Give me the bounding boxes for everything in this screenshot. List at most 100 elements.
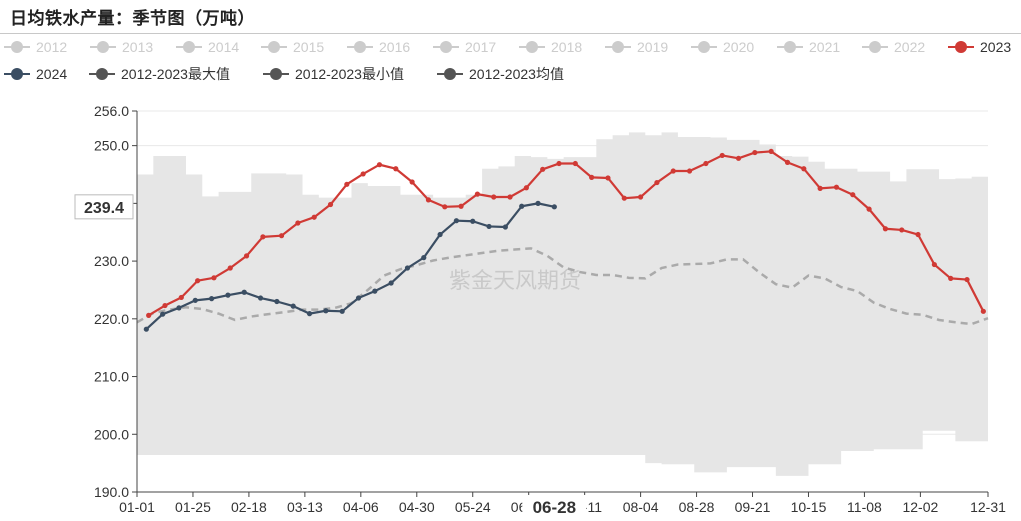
circle-line-icon [948, 40, 974, 54]
data-point [257, 295, 264, 301]
data-point [143, 326, 149, 332]
legend-label: 2024 [36, 66, 68, 82]
legend-label: 2023 [980, 39, 1012, 55]
series-line-2023 [148, 150, 985, 317]
data-point [176, 305, 182, 311]
legend-item-2014[interactable]: 2014 [176, 37, 239, 57]
legend-item-2016[interactable]: 2016 [347, 37, 410, 57]
data-point [882, 226, 889, 232]
data-point [621, 195, 627, 201]
legend-item-2022[interactable]: 2022 [862, 37, 925, 57]
data-point [260, 234, 266, 240]
legend-label: 2015 [293, 39, 325, 55]
data-point [556, 160, 562, 167]
x-tick-label: 08-04 [623, 499, 659, 515]
data-point [404, 265, 411, 271]
data-point [551, 204, 557, 210]
y-tick-label: 190.0 [94, 484, 129, 500]
data-point [160, 311, 166, 317]
data-point [801, 166, 807, 172]
circle-line-icon [862, 40, 888, 54]
data-point [458, 203, 464, 209]
circle-line-icon [437, 67, 463, 81]
data-point [243, 253, 250, 259]
data-point [523, 185, 529, 191]
data-point [178, 294, 184, 301]
data-point [948, 275, 954, 282]
data-point [376, 162, 383, 168]
data-point [225, 292, 231, 298]
data-point [278, 233, 285, 239]
x-tick-label: 08-28 [679, 499, 715, 515]
x-tick-label: 03-13 [287, 499, 323, 515]
circle-line-icon [4, 67, 30, 81]
legend-item-2012[interactable]: 2012 [4, 37, 67, 57]
data-point [388, 280, 394, 286]
data-point [421, 255, 427, 261]
legend-item-2021[interactable]: 2021 [777, 37, 840, 57]
x-tick-label: 05-24 [455, 499, 491, 515]
circle-line-icon [176, 40, 202, 54]
data-point [146, 312, 152, 318]
data-point [227, 265, 233, 271]
data-point [915, 231, 921, 238]
data-point [306, 311, 313, 317]
x-tick-label: 04-06 [343, 499, 379, 515]
legend-item-2018[interactable]: 2018 [519, 37, 582, 57]
legend-label: 2012-2023均值 [469, 66, 564, 82]
data-point [409, 179, 415, 185]
x-tick-label: 01-01 [119, 499, 155, 515]
data-point [486, 223, 492, 230]
data-point [703, 160, 709, 167]
legend-item-2012-2023[interactable]: 2012-2023最大值 [89, 64, 230, 84]
series-points-2023 [146, 148, 986, 318]
y-tick-label: 250.0 [94, 138, 129, 154]
legend-item-2020[interactable]: 2020 [691, 37, 754, 57]
data-point [162, 302, 168, 309]
y-tick-label: 210.0 [94, 369, 129, 385]
data-point [654, 179, 660, 186]
circle-line-icon [691, 40, 717, 54]
title-divider [0, 33, 1021, 34]
legend-item-2023[interactable]: 2023 [948, 37, 1011, 57]
legend-label: 2022 [894, 39, 926, 55]
crosshair-x-label-box [522, 495, 587, 517]
chart-plot[interactable]: 紫金天风期货190.0200.0210.0220.0230.0240.0250.… [0, 96, 1021, 521]
legend-item-2019[interactable]: 2019 [605, 37, 668, 57]
circle-line-icon [263, 67, 289, 81]
data-point [980, 308, 986, 314]
data-point [605, 175, 611, 181]
x-tick-label: 11-08 [847, 499, 882, 515]
data-point [327, 201, 334, 208]
data-point [507, 194, 513, 200]
data-point [638, 194, 644, 200]
data-point [735, 155, 742, 161]
legend-item-2017[interactable]: 2017 [433, 37, 496, 57]
legend-item-2013[interactable]: 2013 [90, 37, 153, 57]
data-point [211, 275, 217, 281]
data-point [686, 168, 693, 174]
legend-label: 2014 [208, 39, 240, 55]
legend-item-2015[interactable]: 2015 [261, 37, 324, 57]
data-point [290, 303, 296, 309]
legend-label: 2016 [379, 39, 411, 55]
y-tick-label: 220.0 [94, 311, 129, 327]
legend-item-2012-2023[interactable]: 2012-2023最小值 [263, 64, 404, 84]
circle-line-icon [433, 40, 459, 54]
data-point [470, 218, 476, 224]
legend-item-2024[interactable]: 2024 [4, 64, 67, 84]
watermark: 紫金天风期货 [449, 268, 581, 293]
x-tick-label: 02-18 [231, 499, 267, 515]
legend-label: 2012-2023最小值 [295, 66, 404, 82]
y-tick-label: 200.0 [94, 426, 129, 442]
data-point [393, 166, 399, 172]
legend-item-2012-2023[interactable]: 2012-2023均值 [437, 64, 564, 84]
data-point [519, 203, 525, 209]
data-point [372, 288, 378, 294]
crosshair-y-label: 239.4 [84, 200, 124, 217]
data-point [964, 276, 970, 283]
circle-line-icon [89, 67, 115, 81]
data-point [355, 295, 362, 301]
chart-title: 日均铁水产量：季节图（万吨） [10, 9, 255, 28]
legend-label: 2012 [36, 39, 68, 55]
